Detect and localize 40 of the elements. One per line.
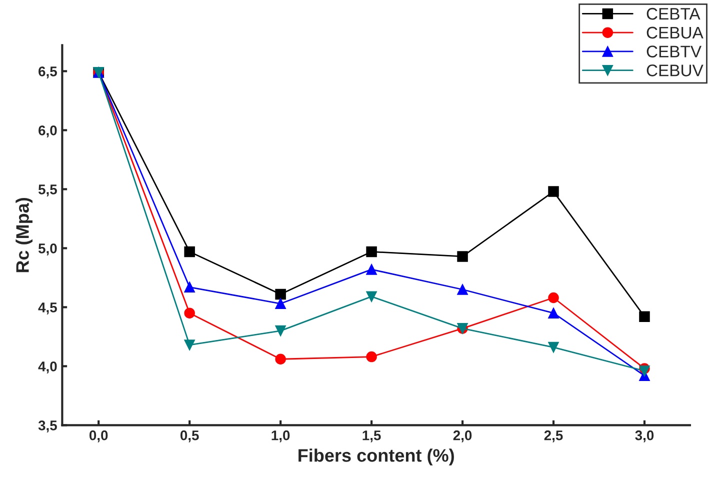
x-axis-title: Fibers content (%) (298, 448, 454, 466)
point (457, 284, 468, 295)
x-tick-label: 0,0 (89, 430, 108, 442)
point (184, 282, 195, 293)
y-tick-label: 6,0 (38, 126, 57, 138)
x-tick-label: 1,5 (362, 430, 381, 442)
y-tick-label: 5,0 (38, 244, 57, 256)
y-axis-title: Rc (Mpa) (16, 198, 32, 272)
point (457, 251, 468, 262)
point (275, 298, 286, 310)
x-tick-label: 2,5 (544, 430, 563, 442)
legend-label: CEBUA (646, 26, 704, 39)
point (366, 246, 377, 258)
point (184, 246, 195, 258)
point (275, 354, 286, 364)
point (639, 366, 650, 376)
point (366, 351, 377, 362)
y-tick-label: 5,5 (38, 184, 57, 196)
x-tick-label: 2,0 (453, 430, 472, 442)
point (548, 342, 559, 353)
x-tick-label: 0,5 (180, 430, 199, 442)
y-tick-label: 6,5 (38, 66, 57, 78)
x-tick-label: 3,0 (635, 430, 654, 442)
y-tick-label: 3,5 (38, 420, 57, 432)
point (548, 292, 559, 304)
y-tick-label: 4,5 (38, 302, 57, 314)
point (366, 264, 377, 275)
point (548, 308, 559, 318)
legend-label: CEBTV (646, 46, 702, 58)
point (275, 288, 286, 300)
legend-label: CEBTA (646, 8, 700, 20)
point (184, 308, 195, 318)
point (366, 291, 377, 302)
x-tick-label: 1,0 (272, 430, 290, 442)
y-tick-label: 4,0 (38, 362, 57, 374)
point (184, 340, 195, 350)
legend-label: CEBUV (646, 64, 704, 76)
point (275, 325, 286, 336)
point (639, 311, 650, 322)
point (548, 186, 559, 197)
